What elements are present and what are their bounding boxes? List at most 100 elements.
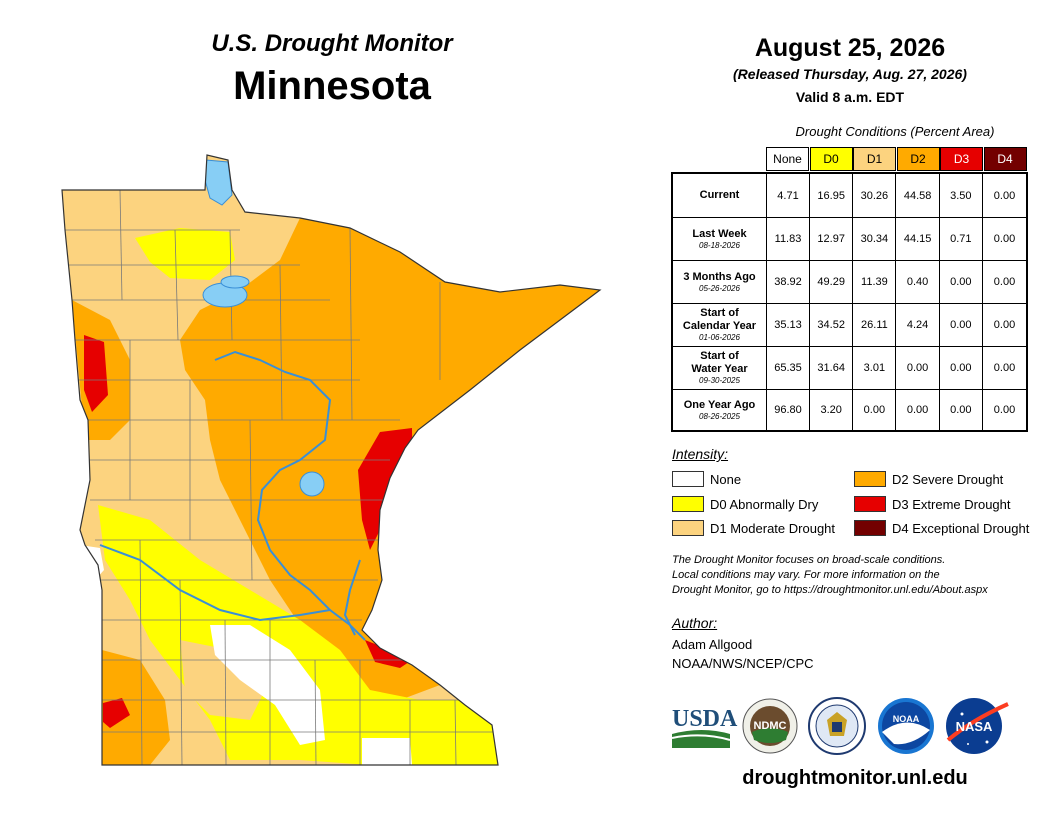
row-date: 08-26-2025 (699, 411, 740, 421)
d3-southeast-region (365, 640, 412, 668)
row-label-text: Start of (700, 307, 739, 319)
table-value-cell: 65.35 (767, 347, 810, 389)
table-row: 3 Months Ago 05-26-2026 38.92 49.29 11.39 0.4… (673, 260, 1026, 303)
noaa-logo: NOAA (878, 698, 934, 754)
row-label: One Year Ago 08-26-2025 (673, 390, 767, 430)
table-value-cell: 30.26 (853, 174, 897, 217)
legend-swatch (854, 496, 886, 512)
legend-label: D2 Severe Drought (892, 472, 1004, 487)
author-name: Adam Allgood (672, 637, 753, 652)
table-value-cell: 11.39 (853, 261, 897, 303)
row-label-text: 3 Months Ago (683, 270, 756, 283)
table-value-cell: 0.00 (897, 390, 940, 430)
table-value-cell: 0.00 (993, 319, 1016, 331)
legend-swatch (672, 471, 704, 487)
commerce-seal-logo (808, 697, 866, 755)
table-value-cell: 0.00 (993, 189, 1016, 202)
nasa-logo: NASA (946, 698, 1009, 754)
legend-label: D3 Extreme Drought (892, 497, 1011, 512)
state-outline (61, 154, 602, 766)
table-value-cell: 16.95 (810, 174, 854, 217)
row-label-text: Last Week (692, 227, 747, 240)
map-date: August 25, 2026 (754, 34, 946, 62)
table-value-cell: 34.52 (810, 304, 854, 346)
table-value-cell: 44.58 (897, 174, 940, 217)
table-value-cell: 44.15 (897, 218, 940, 260)
d3-southwest-region (103, 698, 130, 728)
row-label-text: Current (699, 189, 740, 201)
usda-logo-text: USDA (672, 706, 738, 732)
legend-title: Intensity: (672, 446, 729, 462)
st-croix-river (343, 559, 361, 636)
usda-logo: USDA (672, 706, 738, 748)
minnesota-drought-map (61, 154, 602, 766)
none-southeast-region (362, 738, 412, 765)
footer-url[interactable]: droughtmonitor.unl.edu (742, 767, 968, 789)
table-caption: Drought Conditions (Percent Area) (795, 124, 995, 139)
table-value-cell: 0.00 (940, 304, 983, 346)
table-value-cell: 0.00 (897, 347, 940, 389)
note-line: Drought Monitor, go to https://droughtmo… (672, 584, 988, 596)
row-date: 01-06-2026 (699, 333, 740, 342)
table-header-cell: D0 (809, 147, 853, 171)
row-label-text: Calendar Year (682, 320, 757, 332)
mille-lacs-lake (299, 471, 325, 497)
ndmc-logo: NDMC (742, 698, 798, 754)
table-value-cell: 0.00 (940, 390, 983, 430)
none-south-region (210, 625, 325, 745)
table-header-cell: D4 (983, 147, 1027, 171)
row-label: Start of Water Year 09-30-2025 (673, 347, 767, 389)
author-heading: Author: (672, 615, 718, 631)
legend-label: D4 Exceptional Drought (892, 521, 1030, 536)
d0-north-region (135, 228, 235, 280)
table-value-cell: 38.92 (767, 261, 810, 303)
legend-swatch (672, 520, 704, 536)
row-date: 08-18-2026 (699, 240, 740, 250)
legend-swatch (854, 471, 886, 487)
table-value-cell: 3.01 (853, 347, 897, 389)
table-header-cell: D3 (940, 147, 983, 171)
row-label-text: Start of (700, 350, 739, 362)
table-value-cell: 31.64 (810, 347, 854, 389)
table-value-cell: 26.11 (853, 304, 897, 346)
table-value-cell: 0.00 (993, 362, 1016, 374)
table-value-cell: 4.71 (767, 174, 810, 217)
row-label-text: Water Year (691, 363, 748, 375)
valid-time: Valid 8 a.m. EDT (795, 89, 905, 105)
table-value-cell: 30.34 (853, 218, 897, 260)
nasa-logo-text: NASA (956, 719, 993, 734)
minnesota-river (99, 544, 331, 622)
row-label: Start of Calendar Year 01-06-2026 (673, 304, 767, 346)
d3-northwest-region (84, 335, 108, 412)
author-org: NOAA/NWS/NCEP/CPC (672, 656, 814, 671)
county-lines (62, 189, 495, 765)
table-value-cell: 0.40 (897, 261, 940, 303)
table-value-cell: 12.97 (810, 218, 854, 260)
row-date: 05-26-2026 (699, 283, 740, 293)
table-value-cell: 11.83 (767, 218, 810, 260)
legend-label: D0 Abnormally Dry (710, 497, 819, 512)
row-date: 09-30-2025 (699, 376, 740, 385)
d2-southwest-region (102, 650, 170, 765)
table-value-cell: 0.00 (940, 261, 983, 303)
table-header-cell: D2 (896, 147, 940, 171)
table-row: Start of Water Year 09-30-2025 65.35 31.64 3.… (673, 346, 1026, 389)
note-line: The Drought Monitor focuses on broad-sca… (672, 554, 946, 566)
drought-table: Current 4.71 16.95 30.26 44.58 3.50 0.00 Last W… (671, 172, 1028, 432)
table-value-cell: 0.00 (993, 276, 1016, 288)
table-row: One Year Ago 08-26-2025 96.80 3.20 0.00 0.00 0… (673, 389, 1026, 430)
mississippi-river (214, 350, 366, 641)
row-label: Last Week 08-18-2026 (673, 218, 767, 260)
table-value-cell: 49.29 (810, 261, 854, 303)
table-value-cell: 4.24 (897, 304, 940, 346)
table-value-cell: 3.20 (810, 390, 854, 430)
legend-label: D1 Moderate Drought (710, 521, 836, 536)
row-label-text: One Year Ago (683, 398, 756, 411)
noaa-logo-text: NOAA (893, 714, 920, 724)
table-value-cell: 0.00 (940, 347, 983, 389)
table-value-cell: 0.00 (993, 404, 1016, 416)
ndmc-logo-text: NDMC (754, 720, 787, 732)
table-value-cell: 3.50 (940, 174, 983, 217)
legend-swatch (672, 496, 704, 512)
map-title: U.S. Drought Monitor (211, 30, 453, 57)
